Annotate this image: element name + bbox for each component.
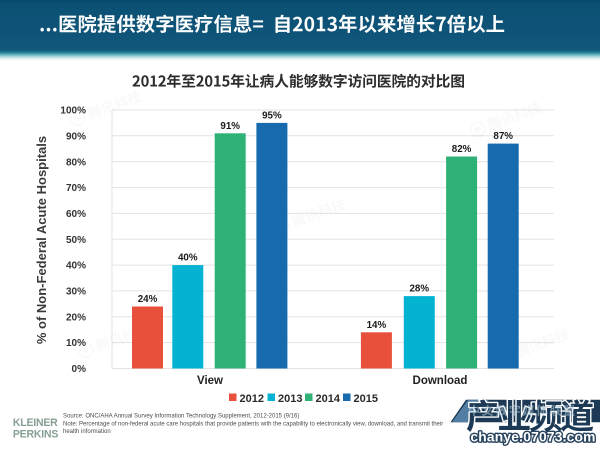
svg-text:40%: 40%	[178, 253, 198, 264]
svg-text:100%: 100%	[60, 106, 86, 117]
svg-text:30%: 30%	[66, 287, 86, 298]
svg-text:10%: 10%	[66, 338, 86, 349]
svg-text:28%: 28%	[409, 284, 429, 295]
svg-text:24%: 24%	[138, 294, 158, 305]
svg-text:87%: 87%	[493, 131, 513, 142]
svg-text:82%: 82%	[452, 144, 472, 155]
svg-text:50%: 50%	[66, 235, 86, 246]
svg-text:Download: Download	[413, 375, 468, 387]
svg-text:View: View	[197, 375, 223, 387]
svg-text:2015: 2015	[354, 393, 378, 405]
svg-text:chanye.07073.com: chanye.07073.com	[470, 430, 595, 445]
svg-text:14%: 14%	[367, 320, 387, 331]
svg-text:91%: 91%	[220, 121, 240, 132]
svg-text:2014: 2014	[316, 393, 341, 405]
svg-text:95%: 95%	[262, 110, 282, 121]
svg-text:PERKINS: PERKINS	[13, 428, 58, 440]
svg-text:20%: 20%	[66, 312, 86, 323]
svg-text:health information: health information	[63, 429, 111, 435]
svg-text:60%: 60%	[66, 209, 86, 220]
svg-text:70%: 70%	[66, 183, 86, 194]
svg-text:80%: 80%	[66, 157, 86, 168]
svg-text:% of Non-Federal Acute Hospita: % of Non-Federal Acute Hospitals	[34, 136, 49, 344]
svg-text:2013: 2013	[278, 393, 302, 405]
svg-text:Note: Percentage of non-federa: Note: Percentage of non-federal acute ca…	[63, 422, 443, 428]
svg-text:2012: 2012	[240, 393, 264, 405]
svg-text:40%: 40%	[66, 261, 86, 272]
svg-text:0%: 0%	[72, 364, 87, 375]
svg-text:KLEINER: KLEINER	[13, 417, 58, 429]
svg-text:90%: 90%	[66, 131, 86, 142]
svg-text:Source: ONC/AHA Annual Survey: Source: ONC/AHA Annual Survey Informatio…	[63, 414, 299, 420]
